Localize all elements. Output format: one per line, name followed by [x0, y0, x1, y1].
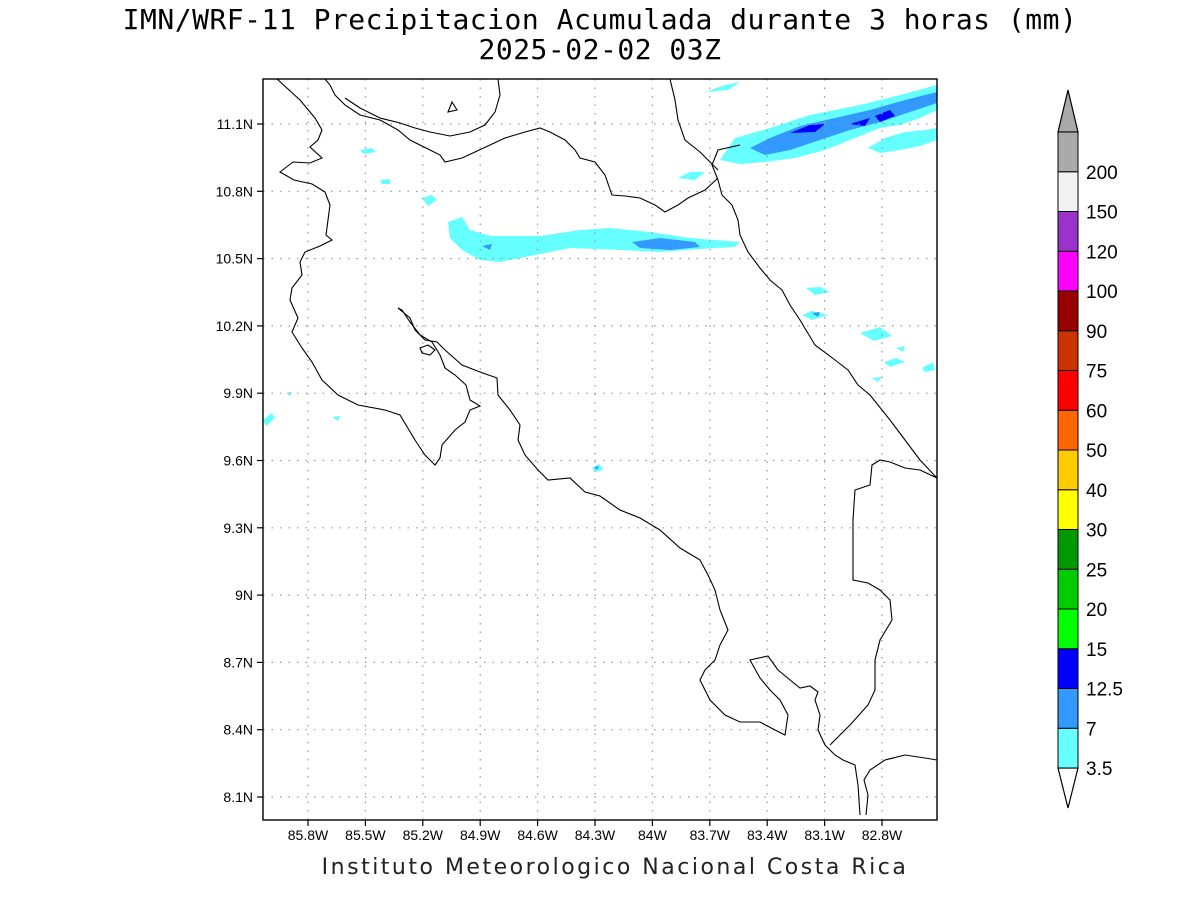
plot-frame	[262, 78, 938, 821]
colorbar-swatch	[1057, 131, 1079, 173]
lat-tick-label: 8.4N	[223, 722, 253, 738]
precip-area-northeast-light-2	[868, 128, 937, 153]
colorbar-swatch	[1057, 370, 1079, 411]
colorbar-level-label: 25	[1086, 560, 1107, 581]
colorbar-level-label: 40	[1086, 481, 1107, 502]
precip-area-northern-plains-mid	[482, 238, 700, 250]
colorbar-level-label: 7	[1086, 719, 1097, 740]
colorbar-level-label: 120	[1086, 242, 1118, 263]
precip-area-northern-plains-light	[448, 217, 740, 262]
institution-credit: Instituto Meteorologico Nacional Costa R…	[321, 855, 909, 880]
nicaragua-costa-rica-lake-coast	[276, 79, 482, 466]
lat-tick-label: 11.1N	[217, 116, 253, 132]
nicoya-gulf-coast	[397, 307, 861, 816]
precip-area-scattered-light	[263, 148, 935, 472]
lat-tick-label: 8.7N	[223, 654, 253, 670]
colorbar-level-label: 30	[1086, 521, 1107, 542]
map-title: IMN/WRF-11 Precipitacion Acumulada duran…	[122, 3, 1078, 36]
colorbar-swatch	[1057, 449, 1079, 491]
colorbar-swatch	[1057, 290, 1079, 332]
lake-nicaragua-shore	[344, 79, 501, 137]
colorbar-level-label: 90	[1086, 322, 1107, 343]
colorbar-swatch	[1057, 648, 1079, 689]
lat-tick-label: 9.9N	[223, 385, 253, 401]
colorbar-level-label: 100	[1086, 282, 1118, 303]
colorbar-swatch	[1057, 171, 1079, 212]
colorbar-level-label: 3.5	[1086, 759, 1112, 780]
lat-tick-label: 9.6N	[223, 453, 253, 469]
longitude-axis: 85.8W 85.5W 85.2W 84.9W 84.6W 84.3W 84W 83.7W 83…	[288, 820, 903, 843]
colorbar-over-arrow	[1057, 89, 1079, 133]
lat-tick-label: 10.8N	[216, 183, 253, 199]
lon-tick-label: 83.4W	[747, 827, 788, 843]
colorbar-swatch	[1057, 250, 1079, 292]
precip-area-northeast-heavy	[790, 110, 895, 133]
lat-tick-label: 10.2N	[216, 318, 253, 334]
lat-tick-label: 10.5N	[216, 251, 253, 267]
lake-island	[447, 100, 458, 113]
precipitation-field	[263, 82, 937, 472]
lon-tick-label: 84.9W	[460, 827, 501, 843]
lon-tick-label: 83.7W	[690, 827, 731, 843]
lon-tick-label: 82.8W	[862, 827, 903, 843]
colorbar-level-label: 20	[1086, 600, 1107, 621]
colorbar-legend: 3.5 7 12.5 15 20 25 30 40 50 60 75 90 100 120 150 200	[1057, 89, 1123, 809]
colorbar-swatch	[1057, 529, 1079, 570]
san-juan-river-border	[324, 79, 719, 213]
precip-area-scattered-mid	[594, 312, 820, 470]
colorbar-swatch	[1057, 330, 1079, 371]
colorbar-swatch	[1057, 727, 1079, 769]
lon-tick-label: 84W	[638, 827, 668, 843]
lon-tick-label: 85.2W	[403, 827, 444, 843]
lon-tick-label: 84.3W	[575, 827, 616, 843]
colorbar-swatch	[1057, 608, 1079, 650]
lat-tick-label: 9.3N	[223, 520, 253, 536]
colorbar-swatch	[1057, 211, 1079, 252]
latitude-axis: 11.1N 10.8N 10.5N 10.2N 9.9N 9.6N 9.3N 9N 8.7N 8.…	[216, 116, 263, 805]
colorbar-level-label: 15	[1086, 640, 1107, 661]
colorbar-swatch	[1057, 489, 1079, 530]
colorbar-level-label: 200	[1086, 163, 1118, 184]
colorbar-swatch	[1057, 568, 1079, 610]
colorbar-level-label: 75	[1086, 362, 1107, 383]
lat-tick-label: 8.1N	[223, 789, 253, 805]
panama-border-and-coast	[863, 754, 937, 816]
colorbar-under-arrow	[1057, 767, 1079, 809]
lat-tick-label: 9N	[235, 587, 253, 603]
map-subtitle-date: 2025-02-02 03Z	[478, 33, 722, 66]
colorbar-level-label: 50	[1086, 441, 1107, 462]
colorbar-level-label: 60	[1086, 401, 1107, 422]
lon-tick-label: 85.8W	[288, 827, 329, 843]
lat-lon-gridlines	[263, 79, 937, 820]
colorbar-swatch	[1057, 688, 1079, 729]
osa-peninsula-coast	[829, 459, 937, 746]
caribbean-coast	[711, 144, 937, 479]
lon-tick-label: 84.6W	[517, 827, 558, 843]
coastlines-and-borders	[276, 79, 937, 816]
colorbar-level-label: 12.5	[1086, 680, 1123, 701]
nicoya-island	[419, 344, 436, 356]
precip-area-northeast-mid	[750, 92, 937, 155]
north-caribbean-coast	[669, 79, 719, 171]
precip-area-caribbean-small	[678, 82, 740, 180]
lon-tick-label: 85.5W	[345, 827, 386, 843]
colorbar-swatch	[1057, 409, 1079, 451]
lon-tick-label: 83.1W	[804, 827, 845, 843]
colorbar-level-label: 150	[1086, 203, 1118, 224]
